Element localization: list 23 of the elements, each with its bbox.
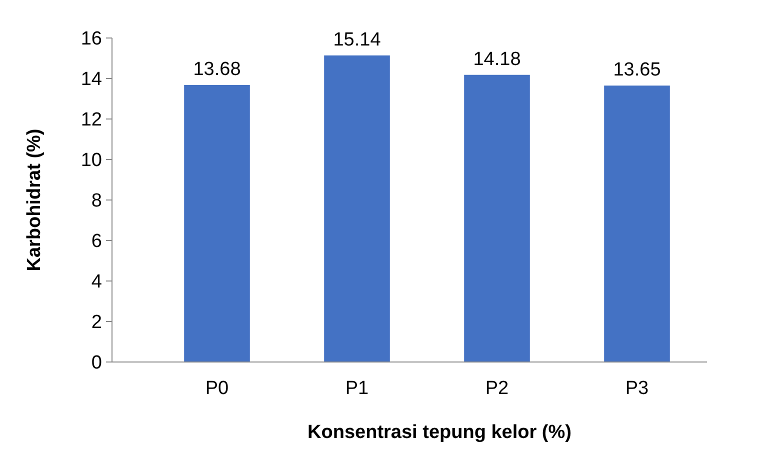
x-axis-title: Konsentrasi tepung kelor (%) (308, 422, 572, 443)
y-tick-label: 0 (91, 352, 102, 374)
y-tick-label: 2 (91, 312, 102, 334)
bar (184, 84, 250, 362)
y-tick-label: 4 (91, 272, 102, 293)
x-tick-label: P3 (625, 378, 649, 399)
y-tick-label: 10 (80, 150, 102, 172)
y-tick-label: 14 (80, 69, 102, 90)
bar (604, 86, 670, 362)
y-tick-label: 16 (80, 28, 102, 50)
x-tick-label: P2 (485, 378, 509, 399)
data-label: 15.14 (333, 29, 382, 50)
x-tick-label: P0 (205, 378, 229, 399)
y-tick-label: 12 (80, 110, 102, 131)
y-tick-label: 6 (91, 231, 102, 252)
data-label: 13.68 (193, 58, 241, 80)
bar (324, 55, 390, 362)
data-label: 13.65 (613, 60, 661, 81)
y-tick-label: 8 (91, 190, 102, 212)
data-label: 14.18 (473, 48, 521, 70)
x-tick-label: P1 (345, 378, 369, 399)
bar (464, 74, 530, 362)
y-axis-title: Karbohidrat (%) (24, 128, 45, 272)
